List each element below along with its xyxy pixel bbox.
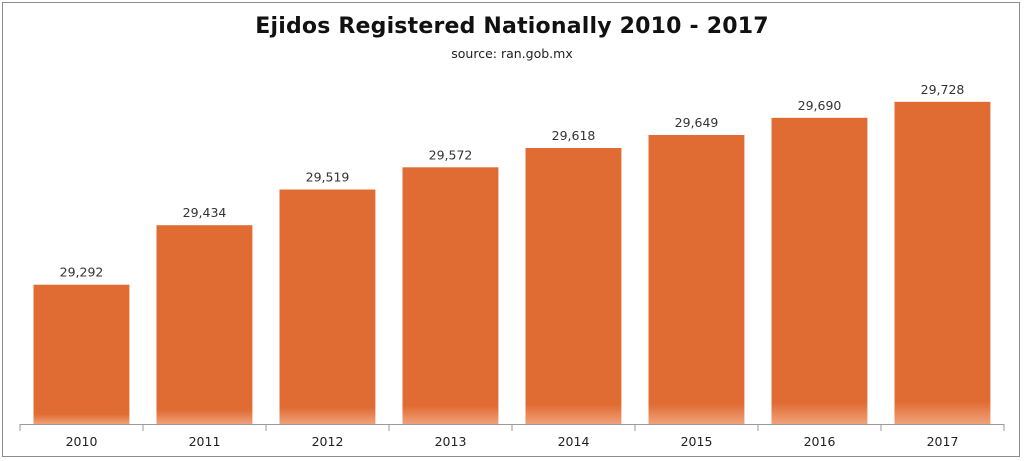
x-tick-label-2013: 2013	[435, 434, 467, 449]
bar-2011	[156, 225, 253, 424]
data-label-2016: 29,690	[798, 98, 842, 113]
data-label-2014: 29,618	[552, 128, 596, 143]
x-axis: 2010 2011 2012 2013 2014 2015 2016 2017	[19, 424, 1005, 449]
x-tick-label-2012: 2012	[312, 434, 344, 449]
bar-2013	[402, 167, 499, 425]
chart-subtitle: source: ran.gob.mx	[451, 46, 573, 61]
x-tick-label-2016: 2016	[804, 434, 836, 449]
data-label-2012: 29,519	[306, 170, 350, 185]
chart-title: Ejidos Registered Nationally 2010 - 2017	[255, 14, 769, 39]
bar-2010	[33, 284, 130, 424]
bar-2017	[894, 101, 991, 425]
x-tick-label-2011: 2011	[189, 434, 221, 449]
x-tick-label-2014: 2014	[558, 434, 590, 449]
x-tick-label-2017: 2017	[927, 434, 959, 449]
x-tick-label-2015: 2015	[681, 434, 713, 449]
data-label-2015: 29,649	[675, 115, 719, 130]
x-tick-label-2010: 2010	[66, 434, 98, 449]
bar-2014	[525, 148, 622, 424]
bar-2016	[771, 117, 868, 425]
data-labels-group: 29,292 29,434 29,519 29,572 29,618 29,649 29,6…	[60, 82, 965, 280]
data-label-2011: 29,434	[183, 205, 227, 220]
data-label-2017: 29,728	[921, 82, 965, 97]
data-label-2010: 29,292	[60, 265, 104, 280]
data-label-2013: 29,572	[429, 147, 473, 162]
bars-group	[33, 101, 991, 425]
bar-2012	[279, 189, 376, 424]
bar-2015	[648, 135, 745, 424]
